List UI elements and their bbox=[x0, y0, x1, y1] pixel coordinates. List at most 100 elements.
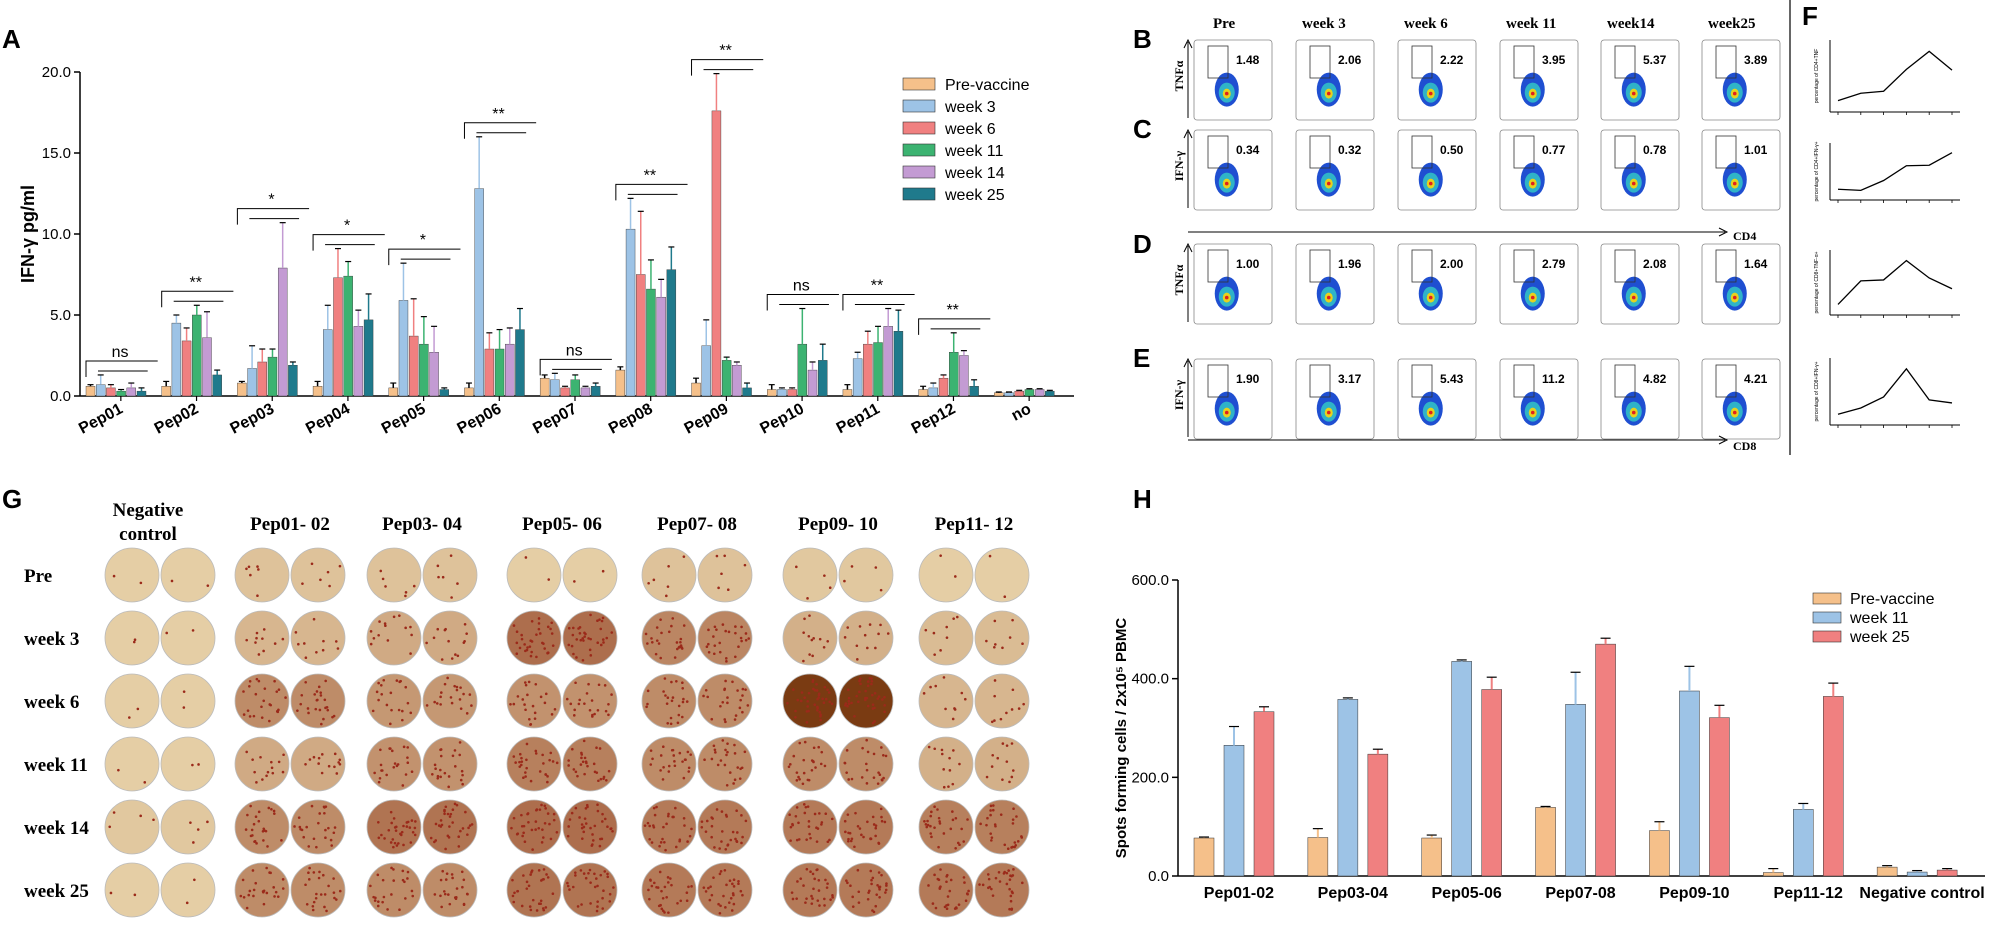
elispot-spot bbox=[671, 617, 675, 620]
elispot-spot bbox=[828, 838, 831, 842]
elispot-well bbox=[104, 862, 160, 918]
elispot-spot bbox=[647, 888, 650, 892]
elispot-spot bbox=[671, 815, 674, 819]
elispot-spot bbox=[282, 753, 285, 757]
elispot-spot bbox=[446, 676, 449, 680]
bar bbox=[267, 356, 278, 397]
elispot-spot bbox=[737, 645, 740, 649]
f-y-label: percentage of CD4+TNF bbox=[1814, 49, 1820, 104]
elispot-spot bbox=[658, 870, 662, 874]
elispot-spot bbox=[327, 884, 330, 888]
elispot-spot bbox=[266, 845, 269, 848]
elispot-spot bbox=[589, 881, 592, 884]
elispot-spot bbox=[529, 779, 533, 783]
elispot-spot bbox=[673, 656, 677, 659]
elispot-spot bbox=[252, 894, 255, 898]
elispot-spot bbox=[566, 884, 570, 888]
elispot-spot bbox=[966, 818, 969, 821]
elispot-spot bbox=[690, 885, 693, 888]
elispot-spot bbox=[465, 632, 468, 635]
elispot-spot bbox=[993, 645, 996, 649]
gate bbox=[1207, 135, 1229, 169]
elispot-spot bbox=[718, 872, 722, 876]
elispot-spot bbox=[647, 581, 650, 585]
elispot-spot bbox=[666, 881, 670, 884]
elispot-spot bbox=[382, 678, 386, 682]
elispot-spot bbox=[816, 706, 819, 710]
elispot-spot bbox=[870, 679, 874, 683]
row-marker-label: IFN-γ bbox=[1172, 150, 1186, 181]
elispot-spot bbox=[1010, 708, 1014, 711]
elispot-spot bbox=[874, 566, 878, 569]
elispot-spot bbox=[929, 685, 932, 689]
elispot-spot bbox=[817, 889, 821, 892]
elispot-spot bbox=[404, 594, 407, 598]
elispot-spot bbox=[802, 631, 805, 634]
h-bar bbox=[1679, 690, 1700, 877]
h-y-tick-label: 200.0 bbox=[1131, 769, 1169, 786]
elispot-spot bbox=[942, 768, 946, 771]
arrow-head bbox=[1718, 227, 1729, 237]
elispot-spot bbox=[588, 708, 592, 712]
elispot-spot bbox=[849, 839, 853, 843]
bar bbox=[570, 379, 580, 397]
bar bbox=[126, 387, 137, 397]
elispot-spot bbox=[392, 845, 395, 849]
elispot-spot bbox=[596, 809, 600, 813]
elispot-spot bbox=[459, 778, 463, 782]
elispot-spot bbox=[377, 780, 381, 784]
elispot-spot bbox=[386, 639, 390, 642]
elispot-spot bbox=[996, 756, 1000, 760]
elispot-spot bbox=[296, 709, 299, 712]
gate bbox=[1614, 249, 1636, 283]
elispot-spot bbox=[581, 837, 584, 840]
elispot-spot bbox=[593, 885, 597, 889]
elispot-spot bbox=[378, 777, 382, 780]
elispot-spot bbox=[791, 822, 794, 826]
elispot-spot bbox=[315, 845, 318, 849]
elispot-spot bbox=[861, 746, 864, 750]
elispot-spot bbox=[731, 882, 734, 886]
bar bbox=[580, 387, 591, 397]
elispot-spot bbox=[608, 892, 612, 896]
elispot-well bbox=[918, 736, 974, 792]
elispot-spot bbox=[270, 766, 274, 770]
elispot-spot bbox=[571, 626, 575, 630]
elispot-spot bbox=[596, 900, 599, 903]
elispot-spot bbox=[740, 766, 744, 770]
elispot-spot bbox=[250, 828, 254, 832]
elispot-spot bbox=[866, 820, 869, 824]
row-label: week 6 bbox=[24, 692, 79, 713]
elispot-spot bbox=[398, 908, 401, 911]
elispot-spot bbox=[720, 810, 724, 813]
elispot-spot bbox=[191, 763, 194, 767]
elispot-spot bbox=[458, 698, 462, 701]
elispot-spot bbox=[845, 771, 848, 774]
elispot-spot bbox=[510, 826, 513, 830]
elispot-spot bbox=[328, 584, 331, 588]
elispot-spot bbox=[572, 714, 576, 717]
elispot-spot bbox=[465, 712, 469, 715]
elispot-spot bbox=[999, 717, 1003, 721]
gate bbox=[1309, 249, 1331, 283]
elispot-spot bbox=[674, 845, 678, 849]
elispot-spot bbox=[304, 656, 308, 660]
elispot-spot bbox=[807, 634, 811, 638]
elispot-spot bbox=[117, 768, 120, 772]
elispot-spot bbox=[826, 840, 830, 844]
elispot-spot bbox=[685, 891, 689, 895]
h-legend-label: week 11 bbox=[1849, 610, 1909, 627]
elispot-well bbox=[641, 610, 697, 666]
elispot-spot bbox=[808, 832, 811, 836]
elispot-spot bbox=[604, 709, 608, 713]
density-peak bbox=[1428, 91, 1433, 96]
elispot-spot bbox=[269, 871, 272, 875]
elispot-spot bbox=[712, 635, 715, 638]
elispot-spot bbox=[406, 701, 410, 705]
bar bbox=[560, 387, 570, 397]
elispot-spot bbox=[579, 869, 583, 872]
elispot-spot bbox=[385, 703, 389, 707]
elispot-spot bbox=[307, 711, 310, 715]
gate-percentage: 3.89 bbox=[1744, 53, 1768, 67]
elispot-spot bbox=[1021, 642, 1024, 646]
